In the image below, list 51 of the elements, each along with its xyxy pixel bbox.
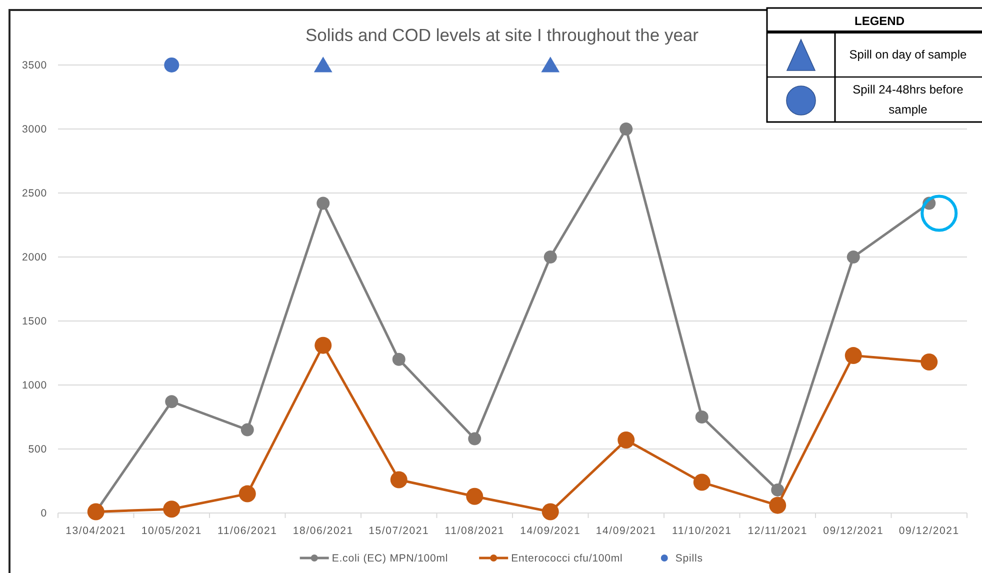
- text: LEGEND: [854, 14, 905, 28]
- x-tick-label: 09/12/2021: [823, 525, 884, 537]
- point: [466, 488, 484, 505]
- point: [693, 474, 710, 491]
- legend-label: Spills: [675, 552, 703, 564]
- point: [695, 410, 708, 424]
- annotation: Spill 24-48hrs before sample: [852, 82, 964, 116]
- point: [314, 56, 332, 72]
- point: [542, 503, 559, 520]
- point: [846, 250, 860, 264]
- x-tick-label: 09/12/2021: [898, 525, 960, 537]
- point: [844, 347, 862, 364]
- legend-label: Enterococci cfu/100ml: [511, 552, 623, 564]
- point: [771, 483, 784, 496]
- x-tick-label: 11/08/2021: [444, 525, 505, 537]
- point: [392, 352, 406, 366]
- x-tick-label: 18/06/2021: [292, 525, 354, 537]
- y-tick-label: 0: [40, 508, 47, 520]
- point: [620, 122, 633, 136]
- y-tick-label: 3000: [22, 124, 47, 136]
- point: [390, 471, 408, 488]
- point: [769, 496, 786, 514]
- chart-title: Solids and COD levels at site I throughout the year: [306, 25, 699, 45]
- point: [238, 485, 256, 502]
- legend-label: E.coli (EC) MPN/100ml: [332, 552, 448, 564]
- y-tick-label: 2500: [22, 188, 47, 200]
- x-tick-label: 12/11/2021: [748, 525, 808, 537]
- x-tick-label: 11/10/2021: [672, 525, 732, 537]
- point: [920, 353, 938, 370]
- y-tick-label: 500: [28, 444, 47, 456]
- point: [544, 250, 557, 264]
- x-tick-label: 13/04/2021: [66, 525, 126, 537]
- point: [314, 336, 332, 354]
- point: [618, 432, 635, 449]
- y-tick-label: 3500: [22, 60, 47, 72]
- point: [163, 500, 180, 518]
- point: [165, 395, 178, 408]
- x-tick-label: 14/09/2021: [520, 525, 581, 537]
- y-tick-label: 1000: [22, 380, 47, 392]
- y-tick-label: 1500: [22, 316, 47, 328]
- x-tick-label: 10/05/2021: [141, 525, 202, 537]
- x-tick-label: 14/09/2021: [596, 525, 656, 537]
- x-tick-label: 15/07/2021: [368, 525, 430, 537]
- x-tick-label: 11/06/2021: [217, 525, 278, 537]
- point: [541, 56, 560, 72]
- point: [316, 196, 330, 210]
- point: [468, 432, 482, 446]
- point: [240, 423, 254, 436]
- y-tick-label: 2000: [22, 252, 47, 264]
- point: [164, 58, 180, 72]
- text: Spill on day of sample: [849, 48, 968, 62]
